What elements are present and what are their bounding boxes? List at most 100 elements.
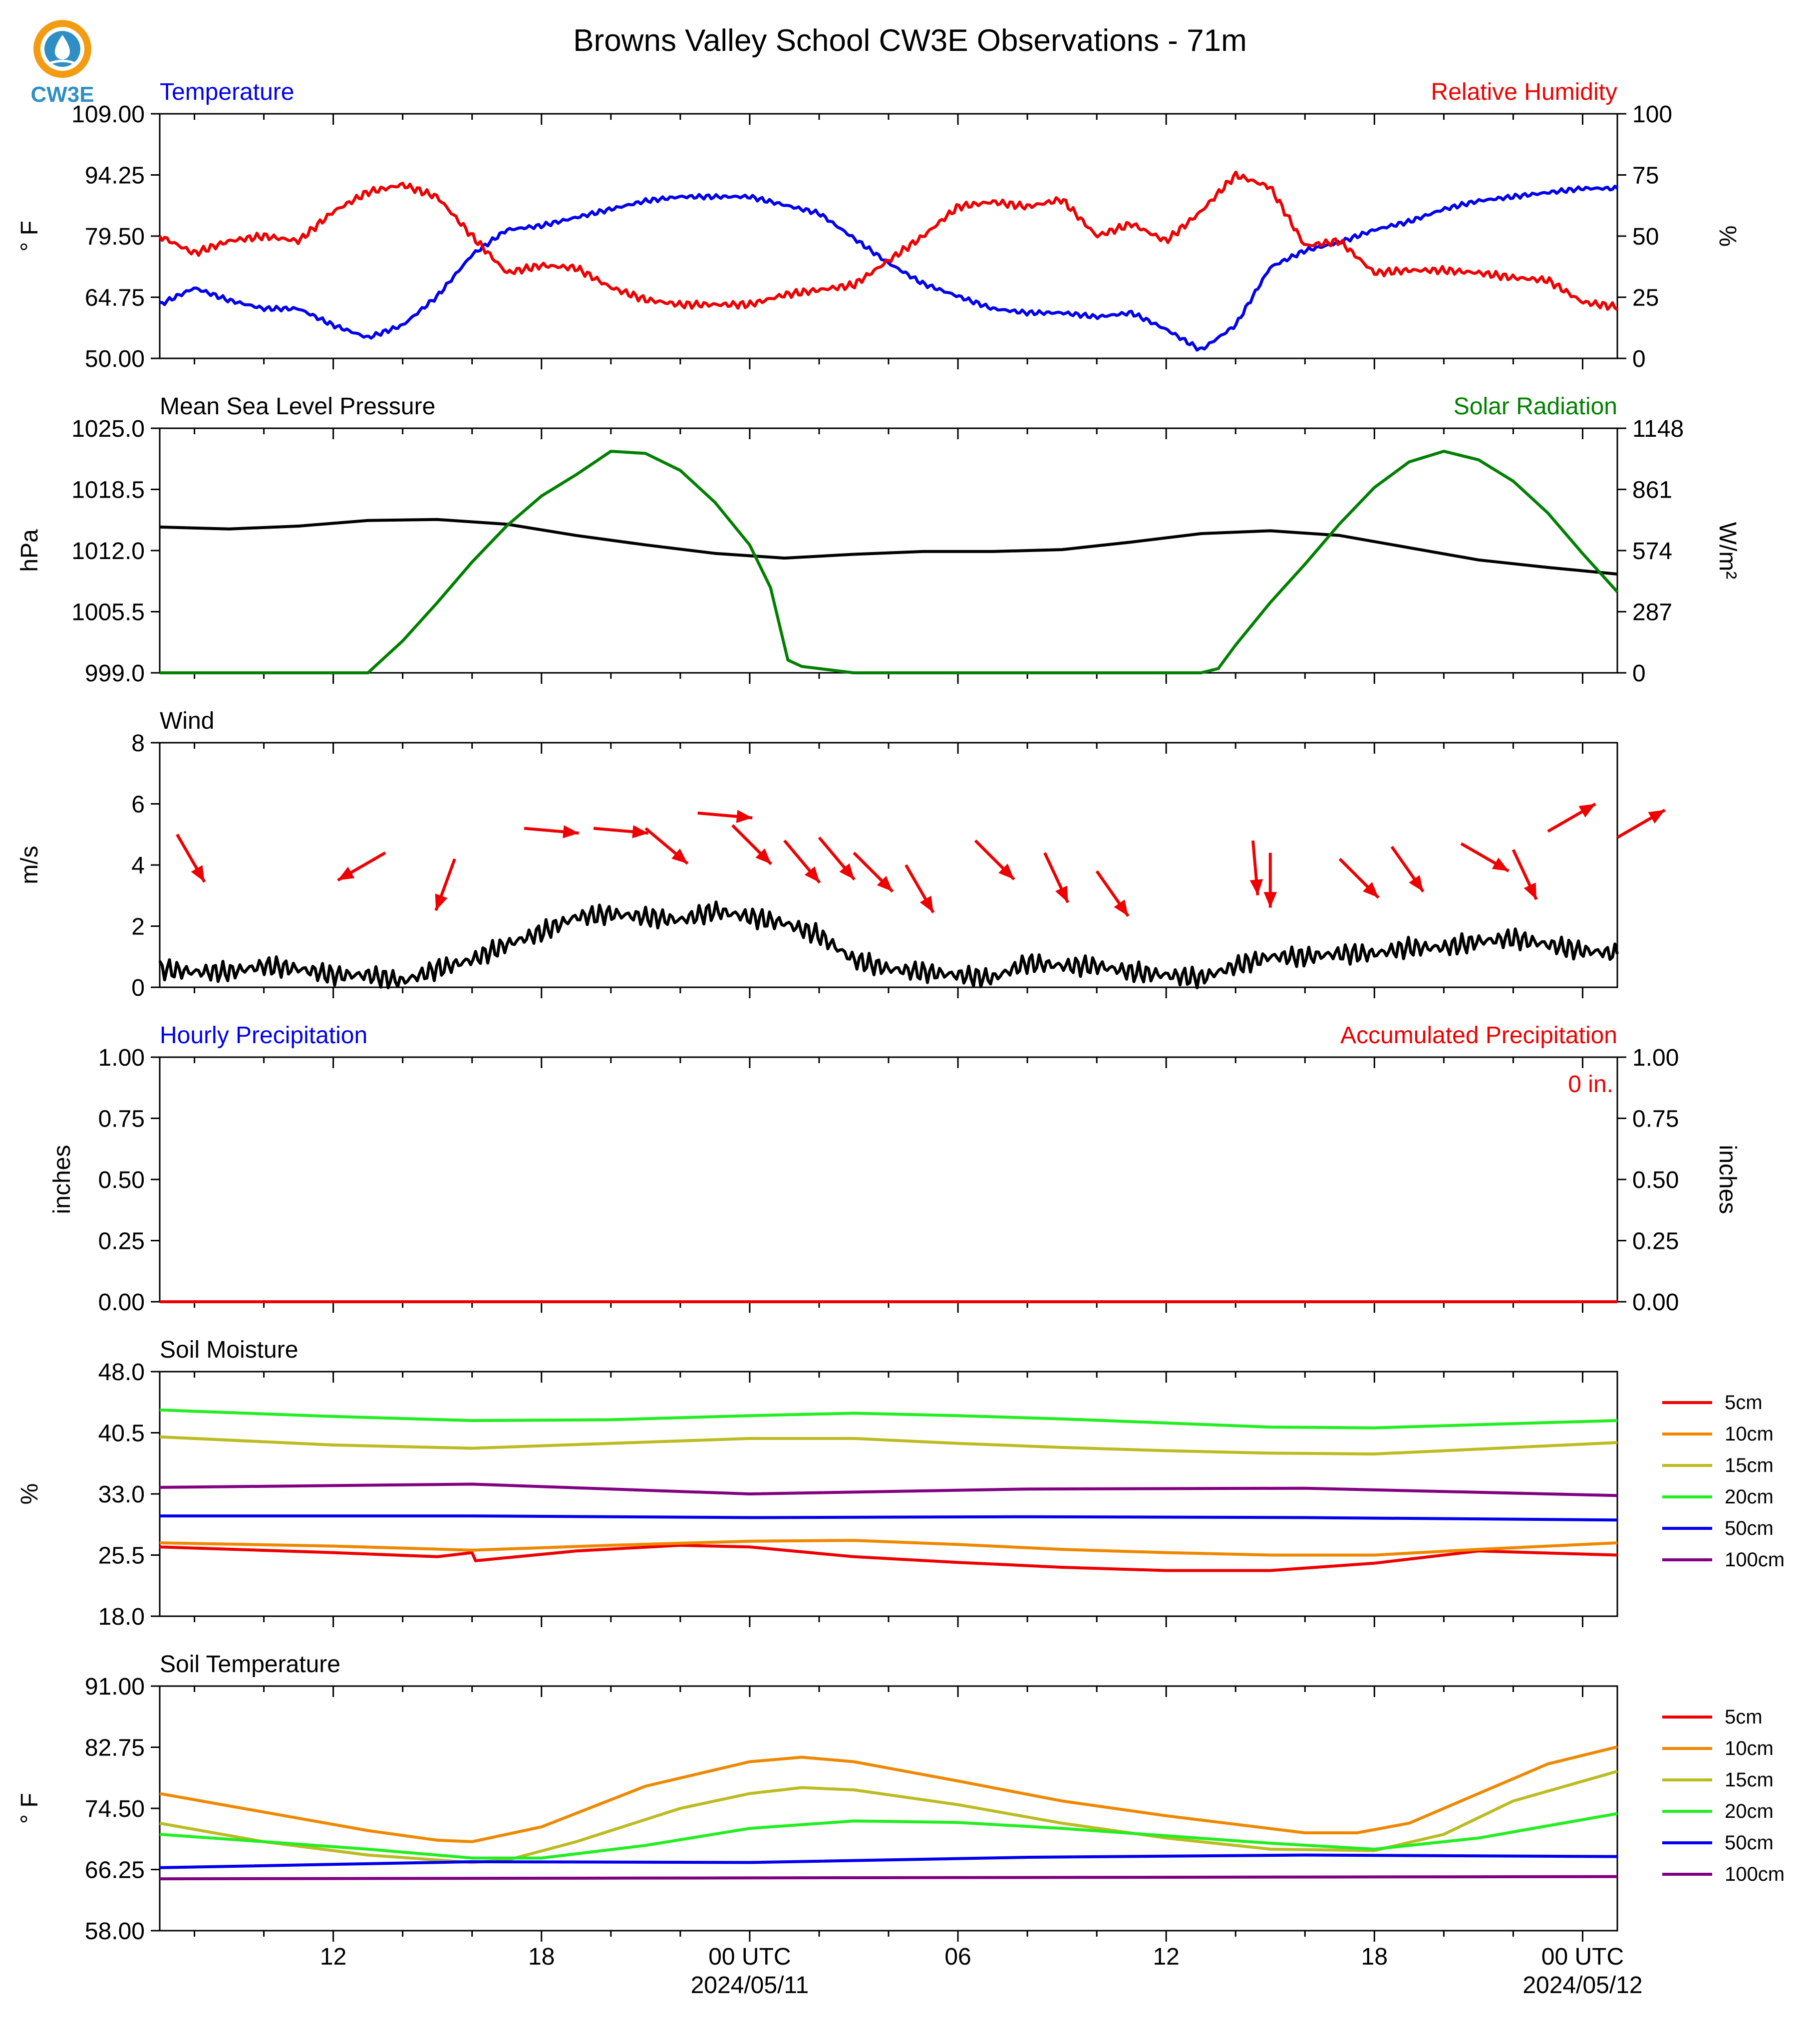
y-tick-label-1-2: 1012.0: [71, 538, 145, 565]
y-tick-label-1-1: 1018.5: [71, 477, 145, 504]
series-line-0-1: [158, 170, 1618, 311]
y-tick-label-1-4: 999.0: [85, 660, 145, 687]
y-axis-label-right-1: W/m²: [1714, 522, 1741, 579]
panel-title-left-2: Wind: [160, 708, 214, 734]
series-line-0-0: [159, 185, 1619, 352]
y-tick-label-2-0: 8: [131, 730, 145, 757]
logo-text: CW3E: [30, 82, 94, 107]
y-tick-label-0-2: 79.50: [85, 224, 145, 250]
y-tick-label-right-1-3: 287: [1632, 599, 1672, 626]
panel-title-left-3: Hourly Precipitation: [160, 1022, 367, 1049]
y-axis-label-2: m/s: [16, 846, 43, 884]
legend-label-4-5: 100cm: [1725, 1549, 1785, 1571]
y-tick-label-right-3-4: 0.00: [1632, 1289, 1679, 1316]
y-tick-label-right-3-2: 0.50: [1632, 1167, 1679, 1193]
series-line-4-15cm: [159, 1435, 1618, 1455]
x-tick-label-4: 12: [1153, 1944, 1179, 1970]
series-line-4-10cm: [159, 1539, 1618, 1557]
wind-arrow-head-15: [1249, 879, 1263, 895]
legend-label-4-3: 20cm: [1725, 1486, 1774, 1508]
wind-arrow-head-6: [736, 810, 753, 823]
series-line-5-10cm: [159, 1745, 1618, 1843]
panel-title-left-0: Temperature: [160, 79, 294, 105]
y-tick-label-0-1: 94.25: [85, 163, 145, 189]
y-tick-label-3-2: 0.50: [98, 1167, 145, 1193]
legend-label-4-2: 15cm: [1725, 1454, 1774, 1476]
wind-arrow-head-10: [877, 875, 893, 892]
page-title: Browns Valley School CW3E Observations -…: [573, 23, 1247, 58]
y-tick-label-right-1-0: 1148: [1632, 416, 1684, 442]
x-date-label-0: 2024/05/11: [691, 1972, 809, 1999]
wind-arrow-head-18: [1409, 875, 1424, 892]
series-line-1-0: [159, 518, 1618, 576]
panel-title-right-0: Relative Humidity: [1431, 79, 1617, 105]
y-tick-label-2-2: 4: [131, 853, 145, 879]
wind-arrow-head-12: [998, 864, 1014, 879]
wind-arrow-head-17: [1363, 882, 1379, 898]
legend-label-5-3: 20cm: [1725, 1800, 1774, 1822]
y-tick-label-5-3: 66.25: [85, 1857, 145, 1884]
panel-frame-1: [159, 427, 1618, 674]
panel-title-right-3: Accumulated Precipitation: [1340, 1022, 1617, 1049]
x-tick-label-6: 00 UTC: [1541, 1944, 1624, 1970]
legend-label-5-4: 50cm: [1725, 1832, 1774, 1854]
legend-label-5-5: 100cm: [1725, 1863, 1785, 1885]
legend-label-4-0: 5cm: [1725, 1392, 1763, 1414]
wind-arrow-head-14: [1114, 899, 1129, 916]
x-tick-label-2: 00 UTC: [708, 1944, 791, 1970]
y-tick-label-right-0-2: 50: [1632, 224, 1659, 250]
wind-arrow-head-4: [632, 825, 648, 839]
series-line-4-100cm: [159, 1482, 1618, 1497]
panel-frame-3: [159, 1056, 1618, 1303]
x-tick-label-0: 12: [320, 1944, 346, 1970]
y-tick-label-right-3-1: 0.75: [1632, 1106, 1679, 1133]
wind-arrow-head-11: [919, 895, 933, 913]
x-date-label-1: 2024/05/12: [1522, 1972, 1642, 1999]
y-tick-label-right-1-4: 0: [1632, 660, 1646, 687]
wind-arrow-head-2: [435, 893, 448, 911]
y-tick-label-4-0: 48.0: [98, 1359, 145, 1386]
wind-arrow-head-20: [1523, 882, 1536, 900]
legend-label-5-2: 15cm: [1725, 1769, 1774, 1791]
y-axis-label-0: ° F: [16, 221, 43, 252]
x-tick-label-5: 18: [1361, 1944, 1388, 1970]
legend-label-5-0: 5cm: [1725, 1706, 1763, 1728]
y-tick-label-3-3: 0.25: [98, 1228, 145, 1255]
y-tick-label-5-4: 58.00: [85, 1918, 145, 1945]
accumulated-precip-annotation: 0 in.: [1568, 1071, 1613, 1098]
y-tick-label-4-3: 25.5: [98, 1543, 145, 1569]
wind-arrow-head-5: [671, 848, 688, 864]
y-axis-label-1: hPa: [16, 529, 43, 572]
y-tick-label-0-3: 64.75: [85, 285, 145, 311]
y-tick-label-4-2: 33.0: [98, 1481, 145, 1508]
wind-arrow-head-9: [839, 863, 855, 880]
y-tick-label-0-0: 109.00: [71, 101, 145, 128]
wind-arrow-head-1: [337, 867, 355, 880]
series-line-5-100cm: [159, 1875, 1618, 1881]
wind-arrow-head-8: [804, 866, 820, 883]
panel-frame-4: [159, 1371, 1618, 1617]
series-line-2-0: [158, 900, 1619, 989]
y-tick-label-5-2: 74.50: [85, 1796, 145, 1822]
y-tick-label-0-4: 50.00: [85, 346, 145, 372]
y-tick-label-5-0: 91.00: [85, 1674, 145, 1700]
y-tick-label-3-1: 0.75: [98, 1106, 145, 1133]
y-tick-label-right-0-3: 25: [1632, 285, 1659, 311]
y-tick-label-right-0-1: 75: [1632, 163, 1659, 189]
series-line-4-50cm: [160, 1514, 1618, 1522]
wind-arrow-head-3: [563, 825, 579, 839]
y-axis-label-3: inches: [49, 1145, 75, 1214]
y-tick-label-4-1: 40.5: [98, 1421, 145, 1447]
y-axis-label-right-3: inches: [1714, 1145, 1741, 1214]
y-tick-label-2-4: 0: [131, 975, 145, 1001]
y-tick-label-1-3: 1005.5: [71, 599, 145, 626]
y-tick-label-right-0-0: 100: [1632, 101, 1672, 128]
wind-arrow-head-21: [1578, 804, 1596, 818]
legend-label-4-4: 50cm: [1725, 1517, 1774, 1539]
panel-title-left-4: Soil Moisture: [160, 1337, 298, 1363]
cw3e-logo: CW3E: [25, 18, 100, 108]
panel-frame-0: [159, 113, 1618, 359]
panel-title-right-1: Solar Radiation: [1454, 393, 1617, 420]
